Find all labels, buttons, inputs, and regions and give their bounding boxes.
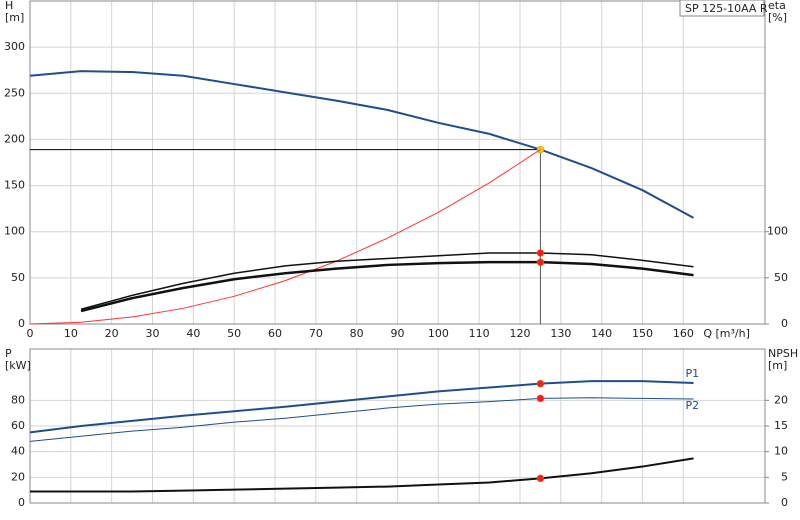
curve xyxy=(29,380,694,434)
y2-tick-label: 10 xyxy=(774,445,788,458)
y2-tick-label: 50 xyxy=(774,271,788,284)
y-tick-label: 300 xyxy=(4,40,25,53)
curve xyxy=(30,457,694,493)
x-tick-label: 130 xyxy=(550,327,571,340)
curve xyxy=(80,252,694,310)
x-tick-label: 0 xyxy=(27,327,34,340)
y-tick-label: 80 xyxy=(11,393,25,406)
series-label: P2 xyxy=(686,399,700,412)
duty-point xyxy=(536,249,545,257)
y2-tick-label: 0 xyxy=(781,317,788,330)
series-label: P1 xyxy=(686,367,700,380)
x-tick-label: 10 xyxy=(64,327,78,340)
duty-point xyxy=(536,394,545,403)
chart-title: SP 125-10AA R xyxy=(685,2,768,15)
x-tick-label: 40 xyxy=(186,327,200,340)
y-tick-label: 50 xyxy=(11,271,25,284)
y-tick-label: 150 xyxy=(4,179,25,192)
x-tick-label: 140 xyxy=(591,327,612,340)
x-tick-label: 30 xyxy=(146,327,160,340)
y2-tick-label: 15 xyxy=(774,419,788,432)
duty-point xyxy=(536,474,545,483)
y-tick-label: 0 xyxy=(18,496,25,509)
plot-frame xyxy=(29,348,766,504)
y-tick-label: 40 xyxy=(11,445,25,458)
duty-point xyxy=(536,258,545,266)
x-tick-label: 90 xyxy=(391,327,405,340)
y2-axis-label: [%] xyxy=(768,11,787,24)
x-tick-label: 20 xyxy=(105,327,119,340)
y-tick-label: 250 xyxy=(4,86,25,99)
y-axis-label: H xyxy=(5,0,13,12)
y-tick-label: 60 xyxy=(11,419,25,432)
x-tick-label: 70 xyxy=(309,327,323,340)
x-tick-label: 110 xyxy=(469,327,490,340)
y2-tick-label: 0 xyxy=(781,496,788,509)
y-tick-label: 200 xyxy=(4,132,25,145)
y-tick-label: 0 xyxy=(18,317,25,330)
y-axis-label: [m] xyxy=(5,11,24,24)
y-tick-label: 20 xyxy=(11,470,25,483)
y-axis-label: P xyxy=(5,347,12,360)
y-tick-label: 100 xyxy=(4,225,25,238)
y2-tick-label: 20 xyxy=(774,393,788,406)
x-tick-label: 80 xyxy=(350,327,364,340)
y2-axis-label: NPSH xyxy=(768,347,798,360)
curve xyxy=(80,260,694,313)
duty-point xyxy=(536,379,545,388)
plot-frame xyxy=(29,0,766,325)
y2-axis-label: [m] xyxy=(768,359,787,372)
y2-tick-label: 5 xyxy=(781,470,788,483)
x-tick-label: 120 xyxy=(510,327,531,340)
curve xyxy=(29,70,695,219)
x-tick-label: 150 xyxy=(632,327,653,340)
y2-tick-label: 100 xyxy=(767,225,788,238)
y-axis-label: [kW] xyxy=(5,359,31,372)
y2-axis-label: eta xyxy=(768,0,786,12)
x-tick-label: 160 xyxy=(673,327,694,340)
x-axis-label: Q [m³/h] xyxy=(703,327,750,340)
x-tick-label: 50 xyxy=(227,327,241,340)
curve xyxy=(29,149,541,325)
title-box xyxy=(679,0,765,17)
x-tick-label: 100 xyxy=(428,327,449,340)
curve xyxy=(29,397,694,442)
x-tick-label: 60 xyxy=(268,327,282,340)
